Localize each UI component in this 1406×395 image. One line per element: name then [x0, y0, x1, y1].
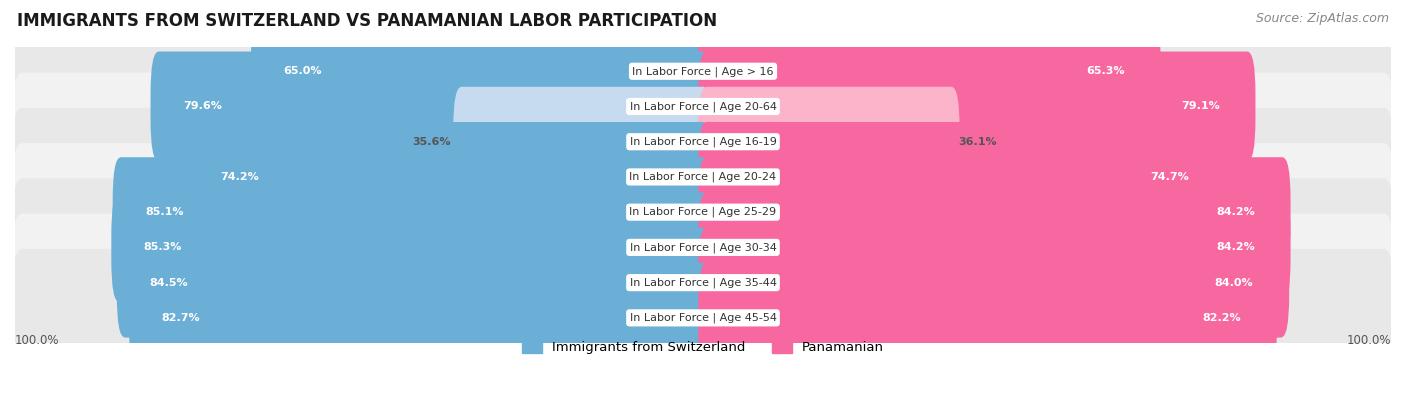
Text: Source: ZipAtlas.com: Source: ZipAtlas.com — [1256, 12, 1389, 25]
Text: 74.7%: 74.7% — [1150, 172, 1189, 182]
Text: 82.7%: 82.7% — [162, 313, 200, 323]
Text: 79.6%: 79.6% — [183, 102, 222, 111]
Text: 85.3%: 85.3% — [143, 243, 181, 252]
FancyBboxPatch shape — [112, 157, 711, 267]
FancyBboxPatch shape — [453, 87, 711, 197]
Text: 100.0%: 100.0% — [1347, 334, 1391, 347]
Text: 82.2%: 82.2% — [1202, 313, 1241, 323]
Text: 79.1%: 79.1% — [1181, 102, 1219, 111]
FancyBboxPatch shape — [699, 157, 1291, 267]
FancyBboxPatch shape — [252, 16, 711, 126]
FancyBboxPatch shape — [117, 228, 711, 338]
FancyBboxPatch shape — [11, 2, 1395, 140]
Text: 65.3%: 65.3% — [1087, 66, 1125, 76]
Text: 84.5%: 84.5% — [149, 278, 188, 288]
FancyBboxPatch shape — [187, 122, 711, 232]
FancyBboxPatch shape — [11, 179, 1395, 316]
Text: In Labor Force | Age 16-19: In Labor Force | Age 16-19 — [630, 136, 776, 147]
FancyBboxPatch shape — [11, 143, 1395, 281]
FancyBboxPatch shape — [150, 51, 711, 162]
FancyBboxPatch shape — [11, 249, 1395, 387]
Text: 84.2%: 84.2% — [1216, 243, 1254, 252]
FancyBboxPatch shape — [699, 192, 1291, 302]
Text: In Labor Force | Age 45-54: In Labor Force | Age 45-54 — [630, 312, 776, 323]
Text: 65.0%: 65.0% — [284, 66, 322, 76]
Text: 36.1%: 36.1% — [959, 137, 997, 147]
FancyBboxPatch shape — [699, 263, 1277, 373]
Text: In Labor Force | Age 35-44: In Labor Force | Age 35-44 — [630, 277, 776, 288]
Text: In Labor Force | Age > 16: In Labor Force | Age > 16 — [633, 66, 773, 77]
FancyBboxPatch shape — [111, 192, 711, 302]
FancyBboxPatch shape — [11, 214, 1395, 352]
Text: 100.0%: 100.0% — [15, 334, 59, 347]
FancyBboxPatch shape — [699, 87, 960, 197]
FancyBboxPatch shape — [699, 16, 1160, 126]
FancyBboxPatch shape — [699, 122, 1225, 232]
FancyBboxPatch shape — [11, 73, 1395, 211]
FancyBboxPatch shape — [129, 263, 711, 373]
Text: 35.6%: 35.6% — [413, 137, 451, 147]
FancyBboxPatch shape — [11, 108, 1395, 246]
Text: IMMIGRANTS FROM SWITZERLAND VS PANAMANIAN LABOR PARTICIPATION: IMMIGRANTS FROM SWITZERLAND VS PANAMANIA… — [17, 12, 717, 30]
Legend: Immigrants from Switzerland, Panamanian: Immigrants from Switzerland, Panamanian — [516, 336, 890, 359]
Text: 74.2%: 74.2% — [219, 172, 259, 182]
Text: 84.2%: 84.2% — [1216, 207, 1254, 217]
Text: 85.1%: 85.1% — [145, 207, 184, 217]
Text: In Labor Force | Age 20-64: In Labor Force | Age 20-64 — [630, 101, 776, 112]
Text: In Labor Force | Age 30-34: In Labor Force | Age 30-34 — [630, 242, 776, 253]
FancyBboxPatch shape — [699, 228, 1289, 338]
FancyBboxPatch shape — [11, 38, 1395, 175]
Text: In Labor Force | Age 20-24: In Labor Force | Age 20-24 — [630, 172, 776, 182]
Text: In Labor Force | Age 25-29: In Labor Force | Age 25-29 — [630, 207, 776, 217]
Text: 84.0%: 84.0% — [1215, 278, 1253, 288]
FancyBboxPatch shape — [699, 51, 1256, 162]
